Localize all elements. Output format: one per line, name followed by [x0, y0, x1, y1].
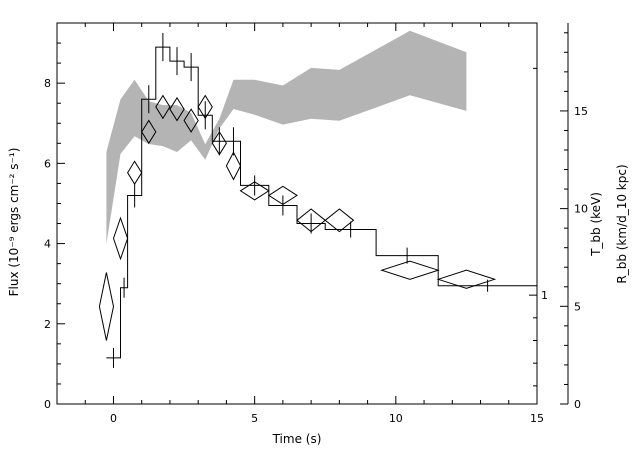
y-axis-title-right-radius: R_bb (km/d_10 kpc)	[615, 164, 629, 283]
y-axis-title-right-temperature: T_bb (keV)	[589, 192, 603, 257]
temperature-diamond	[239, 181, 270, 201]
x-tick-label: 10	[389, 412, 403, 425]
flux-tick-label: 0	[44, 398, 51, 411]
flux-series-layer	[106, 33, 537, 368]
temperature-diamond	[112, 216, 129, 261]
temperature-diamond	[169, 96, 185, 122]
flux-tick-label: 8	[44, 77, 51, 90]
flux-tick-label: 2	[44, 318, 51, 331]
temperature-diamond	[183, 108, 199, 133]
radius-band	[106, 30, 467, 244]
temperature-diamond	[211, 130, 227, 156]
temperature-diamond	[380, 260, 440, 280]
radius-tick-label: 0	[574, 398, 581, 411]
temperature-diamond	[197, 94, 213, 120]
temperature-diamond	[324, 208, 355, 233]
flux-histogram-line	[106, 46, 537, 359]
temperature-diamond	[225, 151, 242, 181]
axes-layer: 0 5 10 15 0 2 4 6 8 0 5 10 15 1	[44, 23, 588, 425]
temperature-diamond	[98, 272, 115, 341]
temperature-tick-label: 1	[541, 289, 548, 302]
x-tick-label: 15	[530, 412, 544, 425]
radius-tick-label: 5	[574, 300, 581, 313]
radius-tick-label: 15	[574, 105, 588, 118]
plot-frame	[56, 22, 538, 405]
radius-tick-label: 10	[574, 203, 588, 216]
flux-tick-label: 4	[44, 238, 51, 251]
flux-tick-label: 6	[44, 157, 51, 170]
temperature-diamond	[155, 94, 171, 120]
temperature-diamond	[141, 119, 157, 145]
temperature-diamond	[267, 185, 298, 205]
radius-band-layer	[106, 30, 467, 244]
temperature-diamond	[127, 160, 143, 185]
x-tick-label: 5	[251, 412, 258, 425]
temperature-diamond	[436, 269, 497, 289]
x-axis-title: Time (s)	[272, 432, 322, 446]
x-tick-label: 0	[110, 412, 117, 425]
y-axis-title-left: Flux (10⁻⁹ ergs cm⁻² s⁻¹)	[7, 148, 21, 297]
temperature-series-layer	[98, 94, 497, 341]
